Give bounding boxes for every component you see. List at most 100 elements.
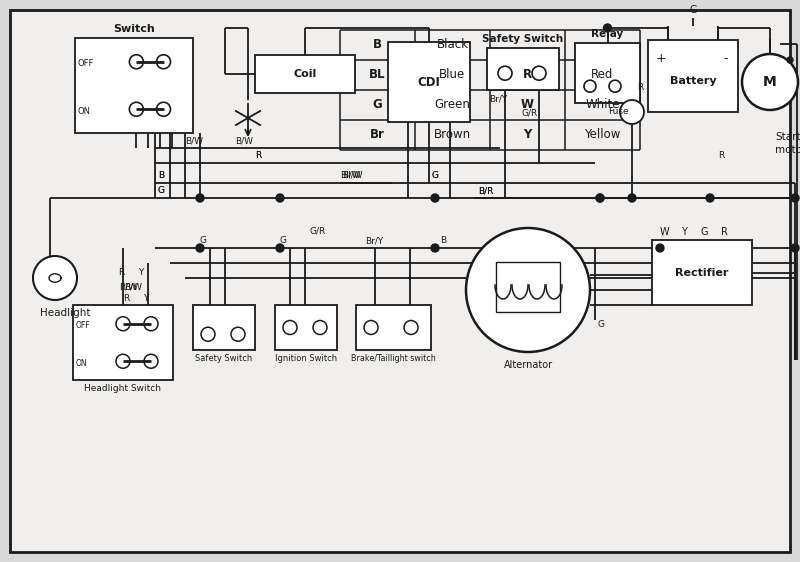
Circle shape bbox=[157, 55, 170, 69]
Text: OFF: OFF bbox=[76, 321, 90, 330]
Text: G: G bbox=[200, 236, 207, 245]
Circle shape bbox=[791, 194, 799, 202]
Text: G: G bbox=[280, 236, 287, 245]
Text: M: M bbox=[763, 75, 777, 89]
Text: -: - bbox=[723, 52, 728, 65]
Circle shape bbox=[787, 57, 793, 63]
Circle shape bbox=[596, 194, 604, 202]
Circle shape bbox=[276, 194, 284, 202]
Text: Brown: Brown bbox=[434, 129, 471, 142]
Text: R: R bbox=[721, 227, 727, 237]
Text: Bl/W: Bl/W bbox=[340, 171, 361, 180]
Circle shape bbox=[364, 320, 378, 334]
Text: G: G bbox=[432, 171, 439, 180]
Circle shape bbox=[144, 317, 158, 331]
Text: Headlight Switch: Headlight Switch bbox=[85, 384, 162, 393]
Circle shape bbox=[276, 244, 284, 252]
Text: G: G bbox=[158, 186, 165, 195]
Text: ON: ON bbox=[78, 107, 91, 116]
Circle shape bbox=[283, 320, 297, 334]
Circle shape bbox=[596, 194, 604, 202]
Text: R: R bbox=[523, 69, 532, 81]
Text: Starting: Starting bbox=[775, 132, 800, 142]
Text: Blue: Blue bbox=[439, 69, 466, 81]
Text: Switch: Switch bbox=[113, 24, 155, 34]
Text: Y: Y bbox=[138, 268, 144, 277]
Circle shape bbox=[431, 244, 439, 252]
Circle shape bbox=[628, 194, 636, 202]
Bar bbox=[487, 48, 559, 90]
Text: R: R bbox=[255, 151, 262, 160]
Bar bbox=[652, 240, 752, 305]
Text: R: R bbox=[118, 268, 124, 277]
Text: BL: BL bbox=[370, 69, 386, 81]
Circle shape bbox=[116, 354, 130, 368]
Text: B/W: B/W bbox=[235, 136, 253, 145]
Bar bbox=[73, 305, 173, 380]
Circle shape bbox=[431, 194, 439, 202]
Circle shape bbox=[532, 66, 546, 80]
Text: Ignition Switch: Ignition Switch bbox=[275, 354, 337, 363]
Text: B: B bbox=[440, 236, 446, 245]
Text: Bl/W: Bl/W bbox=[342, 171, 362, 180]
Text: B: B bbox=[158, 171, 164, 180]
Text: R: R bbox=[255, 151, 262, 160]
Text: Red: Red bbox=[591, 69, 614, 81]
Text: Safety Switch: Safety Switch bbox=[195, 354, 253, 363]
Text: Br: Br bbox=[370, 129, 385, 142]
Text: B/R: B/R bbox=[478, 186, 494, 195]
Circle shape bbox=[33, 256, 77, 300]
Bar bbox=[356, 305, 431, 350]
Circle shape bbox=[201, 327, 215, 341]
Text: OFF: OFF bbox=[78, 59, 94, 68]
Circle shape bbox=[196, 194, 204, 202]
Circle shape bbox=[196, 244, 204, 252]
Circle shape bbox=[609, 80, 621, 92]
Circle shape bbox=[130, 102, 143, 116]
Text: CDI: CDI bbox=[418, 75, 441, 88]
Text: R: R bbox=[637, 83, 643, 92]
Circle shape bbox=[706, 194, 714, 202]
Text: G: G bbox=[700, 227, 708, 237]
Text: Alternator: Alternator bbox=[503, 360, 553, 370]
Text: Y: Y bbox=[681, 227, 687, 237]
Text: R: R bbox=[718, 151, 724, 160]
Circle shape bbox=[620, 100, 644, 124]
Circle shape bbox=[116, 317, 130, 331]
Circle shape bbox=[130, 55, 143, 69]
Circle shape bbox=[584, 80, 596, 92]
Text: Safety Switch: Safety Switch bbox=[482, 34, 563, 44]
Text: Br/Y: Br/Y bbox=[365, 236, 383, 245]
Circle shape bbox=[144, 354, 158, 368]
Text: Fuse: Fuse bbox=[608, 107, 629, 116]
Text: ON: ON bbox=[76, 359, 88, 368]
Bar bbox=[575, 43, 640, 103]
Circle shape bbox=[791, 244, 799, 252]
Text: G: G bbox=[373, 98, 382, 111]
Text: Green: Green bbox=[434, 98, 470, 111]
Text: B/W: B/W bbox=[124, 282, 142, 291]
Text: Br/Y: Br/Y bbox=[489, 95, 507, 104]
Text: G: G bbox=[598, 320, 605, 329]
Text: Y: Y bbox=[523, 129, 532, 142]
Circle shape bbox=[498, 66, 512, 80]
Bar bbox=[255, 55, 355, 93]
Text: B/W: B/W bbox=[185, 136, 203, 145]
Bar bbox=[496, 262, 560, 312]
Circle shape bbox=[466, 228, 590, 352]
Text: Headlight: Headlight bbox=[40, 308, 90, 318]
Text: W: W bbox=[521, 98, 534, 111]
Text: Coil: Coil bbox=[294, 69, 317, 79]
Circle shape bbox=[603, 24, 611, 32]
Bar bbox=[648, 40, 738, 112]
Bar bbox=[388, 42, 470, 122]
Bar bbox=[193, 305, 255, 350]
Text: G/R: G/R bbox=[310, 226, 326, 235]
Bar bbox=[275, 305, 337, 350]
Bar bbox=[75, 38, 193, 133]
Text: B: B bbox=[158, 171, 164, 180]
Text: G: G bbox=[158, 186, 165, 195]
Text: B/R: B/R bbox=[478, 186, 494, 195]
Circle shape bbox=[157, 102, 170, 116]
Text: Yellow: Yellow bbox=[584, 129, 621, 142]
